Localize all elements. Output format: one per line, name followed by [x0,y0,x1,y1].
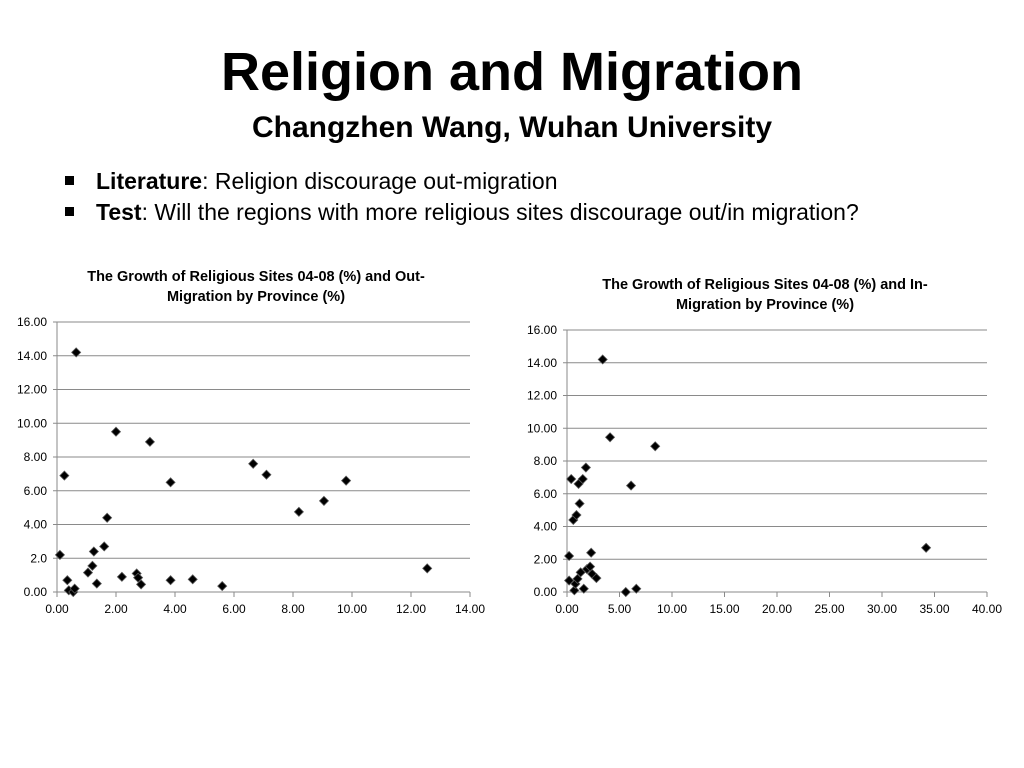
in-migration-x-tick-label: 15.00 [709,602,739,616]
in-migration-y-tick-label: 16.00 [527,323,557,337]
out-migration-data-point [422,563,433,574]
out-migration-data-point [165,477,176,488]
out-migration-data-point [293,506,304,517]
square-bullet-icon [65,207,74,216]
out-migration-y-tick-label: 12.00 [17,383,47,397]
in-migration-data-point [564,575,575,586]
in-migration-x-tick-label: 20.00 [762,602,792,616]
in-migration-chart-title-line: Migration by Province (%) [676,297,854,313]
out-migration-data-point [59,470,70,481]
bullet-literature: Literature: Religion discourage out-migr… [62,166,859,197]
out-migration-y-tick-label: 8.00 [24,450,48,464]
out-migration-y-tick-label: 0.00 [24,585,48,599]
in-migration-data-point [631,583,642,594]
out-migration-data-point [62,575,73,586]
in-migration-data-point [569,585,580,596]
out-migration-data-point [144,436,155,447]
out-migration-data-point [248,458,259,469]
in-migration-data-point [572,573,583,584]
in-migration-x-tick-label: 5.00 [608,602,632,616]
in-migration-data-point [575,567,586,578]
out-migration-data-point [110,426,122,437]
out-migration-y-tick-label: 6.00 [24,484,48,498]
in-migration-data-point [650,441,661,452]
out-migration-y-tick-label: 2.0 [30,551,47,565]
out-migration-data-point [88,546,99,557]
in-migration-x-tick-label: 40.00 [972,602,1002,616]
in-migration-x-tick-label: 30.00 [867,602,897,616]
in-migration-y-tick-label: 12.00 [527,389,557,403]
out-migration-data-point [71,347,82,358]
in-migration-data-point [580,462,591,473]
in-migration-data-point [604,432,616,443]
out-migration-data-point [54,549,66,560]
bullet-list: Literature: Religion discourage out-migr… [62,166,859,228]
out-migration-data-point [116,571,127,582]
out-migration-data-point [87,560,98,571]
slide-subtitle: Changzhen Wang, Wuhan University [251,111,773,144]
out-migration-chart-title-line: The Growth of Religious Sites 04-08 (%) … [87,269,425,285]
out-migration-x-tick-label: 0.00 [45,602,69,616]
in-migration-y-tick-label: 6.00 [534,487,558,501]
in-migration-y-tick-label: 0.00 [534,585,558,599]
in-migration-data-point [578,583,589,594]
in-migration-y-tick-label: 2.00 [534,552,558,566]
out-migration-data-point [82,567,94,578]
in-migration-data-point [921,542,932,553]
out-migration-data-point [136,579,147,590]
out-migration-data-point [341,475,352,486]
out-migration-data-point [102,512,113,523]
out-migration-data-point [318,495,330,506]
in-migration-data-point [566,473,577,485]
out-migration-x-tick-label: 10.00 [337,602,367,616]
out-migration-data-point [91,578,102,589]
square-bullet-icon [65,176,74,185]
in-migration-x-tick-label: 25.00 [814,602,844,616]
in-migration-data-point [571,509,582,521]
out-migration-x-tick-label: 12.00 [396,602,426,616]
in-migration-y-tick-label: 10.00 [527,421,557,435]
in-migration-data-point [574,498,585,509]
in-migration-x-tick-label: 10.00 [657,602,687,616]
out-migration-x-tick-label: 6.00 [222,602,246,616]
out-migration-chart-title-line: Migration by Province (%) [167,289,345,305]
bullet-text: : Religion discourage out-migration [202,168,558,194]
out-migration-x-tick-label: 14.00 [455,602,485,616]
out-migration-data-point [133,572,144,583]
in-migration-x-tick-label: 35.00 [919,602,949,616]
out-migration-y-tick-label: 14.00 [17,349,47,363]
bullet-key: Literature [96,168,203,194]
in-migration-data-point [625,480,637,491]
in-migration-data-point [620,586,631,598]
in-migration-data-point [564,550,575,562]
out-migration-data-point [217,581,228,592]
in-migration-data-point [577,473,588,485]
in-migration-y-tick-label: 14.00 [527,356,557,370]
out-migration-data-point [187,574,198,585]
out-migration-x-tick-label: 8.00 [281,602,305,616]
out-migration-data-point [261,469,272,480]
in-migration-chart-title-line: The Growth of Religious Sites 04-08 (%) … [602,277,928,293]
out-migration-y-tick-label: 4.00 [24,518,48,532]
bullet-test: Test: Will the regions with more religio… [62,197,859,228]
out-migration-y-tick-label: 16.00 [17,315,47,329]
out-migration-x-tick-label: 2.00 [104,602,128,616]
out-migration-data-point [99,541,110,552]
in-migration-data-point [591,573,602,584]
in-migration-y-tick-label: 4.00 [534,520,558,534]
out-migration-data-point [165,575,176,586]
out-migration-y-tick-label: 10.00 [17,416,47,430]
in-migration-y-tick-label: 8.00 [534,454,558,468]
out-migration-x-tick-label: 4.00 [163,602,187,616]
in-migration-data-point [586,547,597,558]
out-migration-data-point [69,583,80,594]
in-migration-data-point [597,354,608,365]
in-migration-x-tick-label: 0.00 [555,602,579,616]
bullet-key: Test [96,199,142,225]
slide-title: Religion and Migration [221,42,803,102]
bullet-text: : Will the regions with more religious s… [141,199,859,225]
